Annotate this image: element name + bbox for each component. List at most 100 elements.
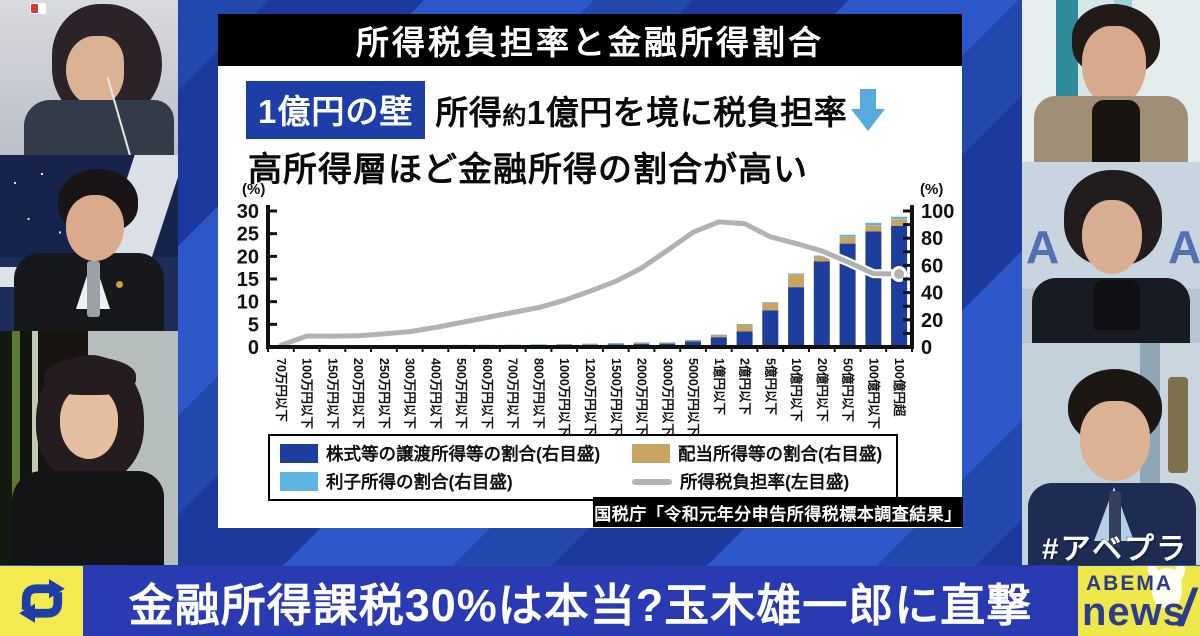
headline-sub: 高所得層ほど金融所得の割合が高い: [248, 151, 808, 189]
category-label: 100億円超: [892, 358, 907, 417]
person-silhouette: [12, 471, 164, 565]
legend-swatch: [632, 478, 672, 485]
legend-swatch: [280, 472, 318, 491]
left-axis-tick-label: 30: [237, 201, 259, 223]
bar-segment: [607, 343, 624, 344]
bar-segment: [659, 342, 676, 344]
bar-segment: [710, 337, 727, 347]
legend-item: 利子所得の割合(右目盛): [280, 469, 632, 494]
category-label: 150万円以下: [325, 358, 339, 429]
category-label: 500万円以下: [454, 358, 468, 429]
category-label: 1000万円以下: [557, 358, 571, 436]
bar-segment: [891, 216, 908, 220]
remote-feed-logo: [30, 3, 46, 14]
category-label: 250万円以下: [377, 358, 391, 429]
bar-segment: [504, 344, 521, 346]
right-axis-tick-label: 0: [921, 337, 932, 359]
chart-plot-area: 0 5 10 15 20 25 30 0 20 40 60 80 100 70万円以下 100万円以下 150…: [218, 192, 962, 460]
left-axis-tick-label: 20: [237, 246, 259, 268]
video-feed-top-right: [1022, 0, 1200, 162]
bar-segment: [762, 302, 779, 303]
headline-main: 所得約1億円を境に税負担率: [435, 94, 848, 131]
left-axis-unit: (%): [242, 181, 266, 198]
bar-segment: [736, 331, 753, 347]
bar-segment: [839, 234, 856, 237]
category-label: 50億円以下: [841, 358, 856, 422]
left-axis-tick-label: 5: [248, 314, 259, 336]
person-silhouette: [24, 100, 174, 155]
category-label: 300万円以下: [403, 358, 417, 429]
chart-legend: 株式等の譲渡所得等の割合(右目盛) 配当所得等の割合(右目盛) 利子所得の割合(右目…: [268, 434, 898, 501]
bar-segment: [865, 231, 882, 347]
infographic-panel: 所得税負担率と金融所得割合 1億円の壁 所得約1億円を境に税負担率 高所得層ほど…: [218, 14, 963, 528]
category-label: 10億円以下: [789, 358, 804, 422]
left-axis-tick-label: 15: [237, 269, 259, 291]
chart-title: 所得税負担率と金融所得割合: [218, 14, 962, 66]
bar-segment: [813, 255, 830, 257]
person-silhouette: [1094, 280, 1140, 330]
headline-row: 1億円の壁 所得約1億円を境に税負担率: [246, 81, 946, 139]
category-label: 600万円以下: [480, 358, 494, 429]
abema-news-logo: ABEMA news /: [1078, 566, 1200, 636]
bar-segment: [865, 225, 882, 232]
bar-segment: [633, 342, 650, 344]
bar-segment: [788, 273, 805, 275]
left-axis-tick-label: 25: [237, 224, 259, 246]
tax-rate-line: [278, 219, 902, 348]
studio-sign-letter: A: [1026, 221, 1060, 273]
shelf-trophy: [1168, 377, 1188, 473]
axis-frame: [266, 205, 914, 349]
category-label: 400万円以下: [428, 358, 442, 429]
ticker-headline: 金融所得課税30%は本当?玉木雄一郎に直撃: [83, 566, 1078, 636]
bar-segment: [762, 302, 779, 311]
category-label: 200万円以下: [351, 358, 365, 429]
logo-slash: /: [1179, 579, 1194, 636]
person-silhouette: [1092, 100, 1140, 162]
bar-segment: [633, 342, 650, 343]
bar-segment: [891, 219, 908, 226]
bar-segment: [710, 334, 727, 336]
category-label: 3000万円以下: [660, 358, 674, 436]
bar-segment: [607, 343, 624, 345]
legend-label: 配当所得等の割合(右目盛): [678, 444, 883, 464]
legend-label: 株式等の譲渡所得等の割合(右目盛): [326, 444, 601, 464]
right-axis-unit: (%): [920, 181, 944, 198]
bar-segment: [736, 324, 753, 332]
bar-segment: [582, 344, 598, 345]
category-label: 800万円以下: [532, 358, 546, 429]
bar-segment: [685, 339, 701, 341]
category-label: 2億円以下: [738, 358, 753, 415]
left-axis-tick-label: 10: [237, 292, 259, 314]
video-feed-middle-left: [0, 155, 178, 331]
category-label: 2000万円以下: [635, 358, 649, 436]
bar-segment: [556, 344, 573, 345]
bar-segment: [813, 256, 830, 262]
legend-label: 利子所得の割合(右目盛): [326, 472, 513, 492]
bar-segment: [891, 226, 908, 347]
bar-segment: [710, 335, 727, 338]
video-feed-bottom-right: [1022, 343, 1200, 565]
logo-text-abema: ABEMA: [1086, 572, 1173, 595]
category-label: 1億円以下: [712, 358, 727, 415]
abema-mascot-icon: [1152, 568, 1182, 608]
person-silhouette: [60, 387, 118, 459]
bar-segment: [788, 274, 805, 288]
bar-segment: [865, 222, 882, 226]
right-axis-tick-label: 60: [921, 255, 943, 277]
logo-text-news: news: [1082, 590, 1187, 634]
bar-segment: [736, 324, 753, 325]
person-silhouette: [66, 36, 124, 106]
bar-segment: [813, 261, 830, 347]
person-silhouette: [44, 357, 136, 395]
bar-segment: [839, 236, 856, 244]
hashtag-label: #アベプラ: [1041, 533, 1188, 566]
video-feed-top-left: [0, 0, 178, 155]
left-axis-tick-label: 0: [248, 337, 259, 359]
legend-swatch: [280, 444, 318, 463]
news-ticker: 金融所得課税30%は本当?玉木雄一郎に直撃 ABEMA news /: [0, 566, 1200, 636]
category-label: 5億円以下: [763, 358, 778, 415]
bar-segment: [530, 344, 547, 345]
video-feed-middle-right: A A: [1022, 162, 1200, 343]
